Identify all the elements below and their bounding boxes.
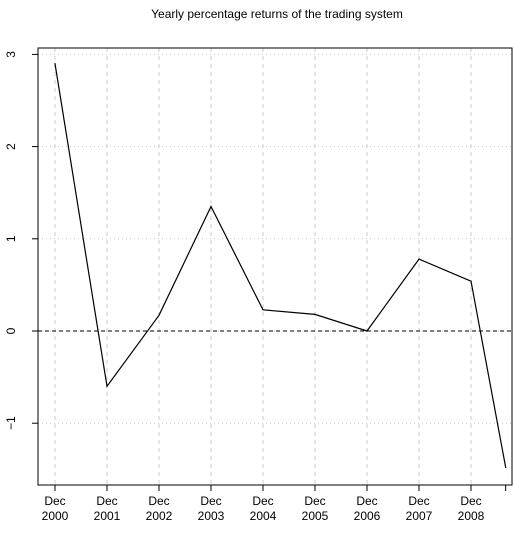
data-point: [54, 63, 56, 65]
x-tick-label: Dec: [44, 494, 65, 508]
y-tick-label: 3: [4, 51, 18, 58]
data-point: [210, 205, 212, 208]
x-tick-label: 2007: [406, 509, 433, 523]
plot-frame: [37, 47, 513, 486]
axis-layer: Dec2000Dec2001Dec2002Dec2003Dec2004Dec20…: [4, 51, 507, 523]
data-point: [262, 309, 264, 311]
x-tick-label: 2005: [302, 509, 329, 523]
x-tick-label: 2003: [198, 509, 225, 523]
data-point: [106, 385, 108, 387]
y-tick-label: 1: [4, 235, 18, 242]
x-tick-label: Dec: [460, 494, 481, 508]
x-tick-label: 2008: [458, 509, 485, 523]
x-tick-label: 2001: [94, 509, 121, 523]
x-tick-label: Dec: [408, 494, 429, 508]
data-point: [505, 466, 507, 469]
data-point: [366, 330, 368, 332]
data-point: [314, 313, 316, 316]
x-tick-label: Dec: [200, 494, 221, 508]
data-point: [470, 280, 472, 282]
data-point: [158, 314, 160, 316]
x-tick-label: Dec: [252, 494, 273, 508]
x-tick-label: Dec: [96, 494, 117, 508]
x-tick-label: 2004: [250, 509, 277, 523]
data-point: [418, 258, 420, 260]
y-tick-label: 0: [4, 327, 18, 334]
x-tick-label: Dec: [356, 494, 377, 508]
series-layer: [54, 63, 507, 469]
x-tick-label: 2002: [146, 509, 173, 523]
chart-title: Yearly percentage returns of the trading…: [151, 7, 403, 21]
x-tick-label: 2006: [354, 509, 381, 523]
x-tick-label: Dec: [304, 494, 325, 508]
y-tick-label: −1: [4, 416, 18, 430]
y-tick-label: 2: [4, 143, 18, 150]
grid-layer: [38, 48, 512, 485]
series-line: [54, 63, 507, 468]
x-tick-label: Dec: [148, 494, 169, 508]
x-tick-label: 2000: [42, 509, 69, 523]
